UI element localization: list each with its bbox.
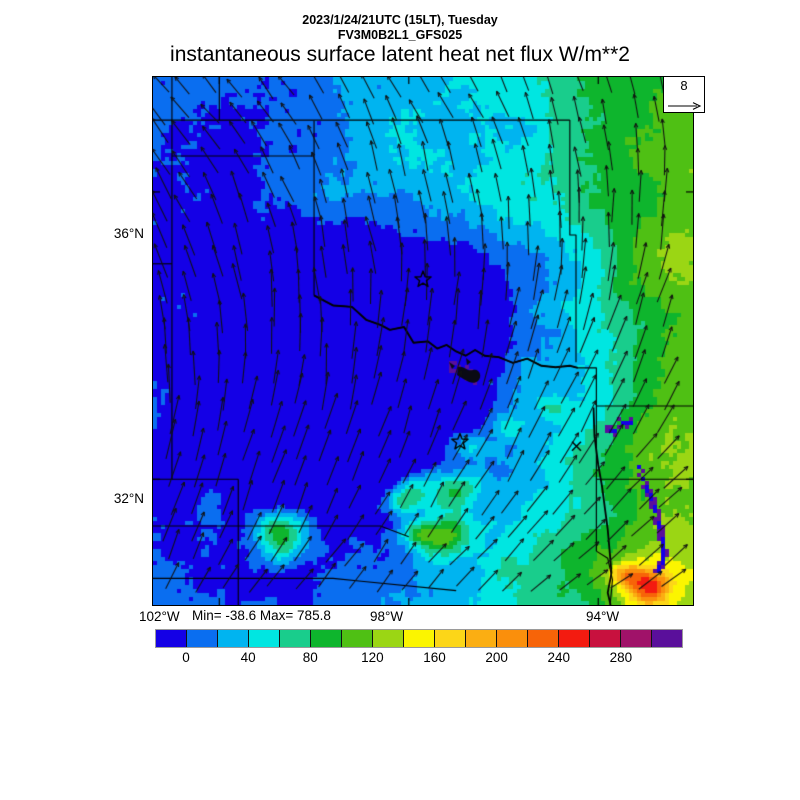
colorbar-segment-11: [497, 630, 528, 647]
colorbar-tick-40: 40: [240, 650, 256, 665]
model-title: FV3M0B2L1_GFS025: [337, 28, 463, 42]
colorbar[interactable]: [155, 629, 683, 648]
lat-tick-label-32n: 32°N: [113, 491, 144, 506]
datetime-title: 2023/1/24/21UTC (15LT), Tuesday: [302, 13, 498, 27]
colorbar-segment-13: [559, 630, 590, 647]
colorbar-segment-6: [342, 630, 373, 647]
colorbar-tick-120: 120: [361, 650, 384, 665]
lon-tick-label-98w: 98°W: [370, 609, 404, 624]
colorbar-segment-12: [528, 630, 559, 647]
colorbar-tick-160: 160: [423, 650, 446, 665]
minmax-annotation: Min= -38.6 Max= 785.8: [192, 608, 331, 623]
colorbar-tick-200: 200: [485, 650, 508, 665]
wind-vector-and-boundary-layer: [153, 77, 693, 605]
colorbar-tick-80: 80: [302, 650, 318, 665]
lon-tick-label-94w: 94°W: [586, 609, 620, 624]
colorbar-tick-0: 0: [182, 650, 190, 665]
colorbar-tick-labels: 0 40 80 120 160 200 240 280: [155, 650, 683, 668]
colorbar-segment-8: [404, 630, 435, 647]
lon-tick-label-102w: 102°W: [139, 609, 180, 624]
colorbar-segment-7: [373, 630, 404, 647]
colorbar-segment-4: [280, 630, 311, 647]
right-arrow-icon: [668, 102, 702, 110]
colorbar-segment-1: [187, 630, 218, 647]
lat-tick-label-36n: 36°N: [113, 226, 144, 241]
colorbar-segment-0: [156, 630, 187, 647]
colorbar-tick-280: 280: [609, 650, 633, 665]
colorbar-segment-9: [435, 630, 466, 647]
page-title: instantaneous surface latent heat net fl…: [170, 43, 630, 66]
colorbar-segment-5: [311, 630, 342, 647]
colorbar-segment-2: [218, 630, 249, 647]
colorbar-segment-10: [466, 630, 497, 647]
colorbar-segment-14: [590, 630, 621, 647]
vector-legend-value: 8: [680, 78, 688, 93]
wind-vector-legend: 8: [663, 76, 705, 113]
colorbar-segment-15: [621, 630, 652, 647]
map-plot-area[interactable]: [152, 76, 694, 606]
colorbar-segment-3: [249, 630, 280, 647]
colorbar-tick-240: 240: [547, 650, 571, 665]
colorbar-segment-16: [652, 630, 682, 647]
